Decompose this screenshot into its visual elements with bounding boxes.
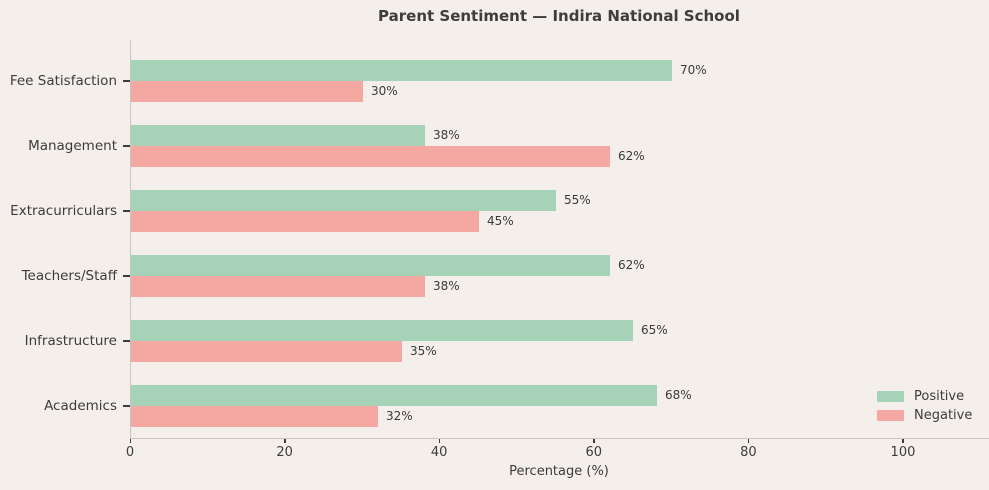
positive-bar bbox=[131, 385, 657, 406]
y-tick-mark bbox=[123, 340, 130, 342]
bar-value-label: 55% bbox=[564, 193, 591, 207]
x-tick-mark bbox=[747, 439, 750, 443]
bar-value-label: 65% bbox=[641, 323, 668, 337]
positive-legend-swatch bbox=[877, 391, 904, 402]
y-category-label: Infrastructure bbox=[24, 333, 117, 349]
y-category-label: Teachers/Staff bbox=[21, 268, 117, 284]
negative-bar bbox=[131, 81, 363, 102]
bar-value-label: 70% bbox=[680, 63, 707, 77]
y-tick-mark bbox=[123, 405, 130, 407]
negative-bar bbox=[131, 406, 378, 427]
positive-bar bbox=[131, 60, 672, 81]
bar-value-label: 30% bbox=[371, 84, 398, 98]
plot-area: 70% 30% 38% 62% 55% 45% 62% 38% 65% 35% 68% 32% bbox=[130, 40, 989, 439]
x-tick-label: 60 bbox=[585, 445, 603, 460]
negative-legend-swatch bbox=[877, 410, 904, 421]
y-tick-mark bbox=[123, 210, 130, 212]
chart-title: Parent Sentiment — Indira National Schoo… bbox=[378, 7, 740, 25]
bar-value-label: 68% bbox=[665, 388, 692, 402]
y-category-label: Academics bbox=[44, 398, 117, 414]
negative-bar bbox=[131, 276, 425, 297]
legend-row-positive: Positive bbox=[877, 387, 972, 406]
x-tick-mark bbox=[902, 439, 904, 443]
y-tick-mark bbox=[123, 145, 130, 147]
bar-value-label: 62% bbox=[618, 258, 645, 272]
negative-bar bbox=[131, 341, 402, 362]
y-category-label: Fee Satisfaction bbox=[9, 73, 117, 89]
positive-bar bbox=[131, 320, 633, 341]
bar-value-label: 35% bbox=[410, 344, 437, 358]
x-tick-mark bbox=[438, 439, 441, 443]
y-tick-mark bbox=[123, 275, 130, 277]
bar-value-label: 32% bbox=[386, 409, 413, 423]
legend: Positive Negative bbox=[877, 387, 972, 425]
x-tick-label: 0 bbox=[125, 445, 135, 460]
bar-value-label: 38% bbox=[433, 128, 460, 142]
x-tick-mark bbox=[593, 439, 595, 443]
bar-value-label: 38% bbox=[433, 279, 460, 293]
positive-bar bbox=[131, 125, 425, 146]
bar-value-label: 45% bbox=[487, 214, 514, 228]
legend-label: Negative bbox=[914, 408, 973, 423]
positive-bar bbox=[131, 255, 610, 276]
bar-value-label: 62% bbox=[618, 149, 645, 163]
y-category-label: Management bbox=[28, 138, 117, 154]
x-axis-title: Percentage (%) bbox=[509, 464, 609, 479]
legend-row-negative: Negative bbox=[877, 406, 972, 425]
positive-bar bbox=[131, 190, 556, 211]
y-category-label: Extracurriculars bbox=[10, 203, 117, 219]
x-tick-mark bbox=[129, 439, 131, 443]
legend-label: Positive bbox=[914, 389, 965, 404]
x-tick-label: 40 bbox=[430, 445, 448, 460]
negative-bar bbox=[131, 146, 610, 167]
x-tick-label: 20 bbox=[276, 445, 293, 460]
y-tick-mark bbox=[123, 80, 130, 82]
x-tick-label: 100 bbox=[890, 445, 916, 460]
x-tick-mark bbox=[284, 439, 286, 443]
x-tick-label: 80 bbox=[740, 445, 757, 460]
negative-bar bbox=[131, 211, 479, 232]
